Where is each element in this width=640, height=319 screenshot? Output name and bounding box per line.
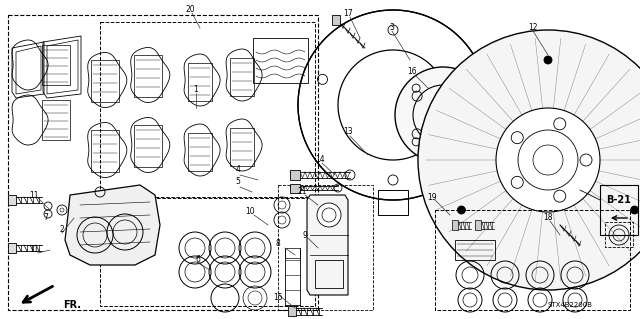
Bar: [315, 260, 343, 288]
Text: 6: 6: [196, 256, 200, 264]
Bar: [134, 55, 162, 97]
Circle shape: [317, 203, 341, 227]
Bar: [230, 58, 254, 96]
Text: 21: 21: [297, 188, 307, 197]
Text: 10: 10: [245, 207, 255, 217]
Bar: [290, 184, 300, 193]
Bar: [605, 222, 633, 247]
Bar: [134, 125, 162, 167]
Text: 15: 15: [273, 293, 283, 302]
Text: 20: 20: [185, 5, 195, 14]
Bar: [42, 45, 70, 85]
Text: 3: 3: [390, 24, 394, 33]
Text: 5: 5: [236, 177, 241, 187]
Circle shape: [544, 56, 552, 64]
Bar: [8, 195, 16, 205]
Text: 8: 8: [276, 239, 280, 248]
Circle shape: [630, 206, 639, 214]
Text: 16: 16: [407, 68, 417, 77]
Text: 18: 18: [543, 213, 553, 222]
Polygon shape: [65, 185, 160, 265]
Circle shape: [418, 30, 640, 290]
Text: 14: 14: [315, 155, 325, 165]
Bar: [455, 240, 495, 260]
Circle shape: [395, 67, 491, 163]
Text: 4: 4: [236, 166, 241, 174]
Bar: [188, 63, 212, 101]
Circle shape: [458, 206, 465, 214]
Text: 17: 17: [343, 10, 353, 19]
Text: B-21: B-21: [607, 195, 632, 205]
Bar: [290, 170, 300, 180]
Text: STX4B2200B: STX4B2200B: [547, 302, 593, 308]
Bar: [288, 306, 296, 316]
Bar: [332, 15, 340, 25]
Bar: [91, 130, 119, 172]
Bar: [188, 133, 212, 171]
Bar: [475, 220, 481, 230]
Bar: [8, 243, 16, 253]
Bar: [42, 100, 70, 140]
Text: 7: 7: [44, 213, 49, 222]
Bar: [230, 128, 254, 166]
Bar: [435, 210, 630, 310]
Text: 11: 11: [29, 190, 39, 199]
Text: 13: 13: [343, 128, 353, 137]
Bar: [452, 220, 458, 230]
Text: FR.: FR.: [63, 300, 81, 310]
Bar: [285, 248, 300, 258]
Text: 11: 11: [29, 246, 39, 255]
Bar: [600, 185, 638, 235]
Bar: [100, 22, 315, 197]
Text: 12: 12: [528, 24, 538, 33]
Circle shape: [496, 108, 600, 212]
Polygon shape: [307, 195, 348, 295]
Bar: [8, 15, 318, 310]
Bar: [100, 198, 315, 306]
Text: 19: 19: [427, 192, 437, 202]
Bar: [91, 60, 119, 102]
Bar: [278, 185, 373, 310]
Text: 9: 9: [303, 231, 307, 240]
Text: 2: 2: [60, 226, 65, 234]
Bar: [253, 38, 308, 83]
Text: 1: 1: [194, 85, 198, 94]
